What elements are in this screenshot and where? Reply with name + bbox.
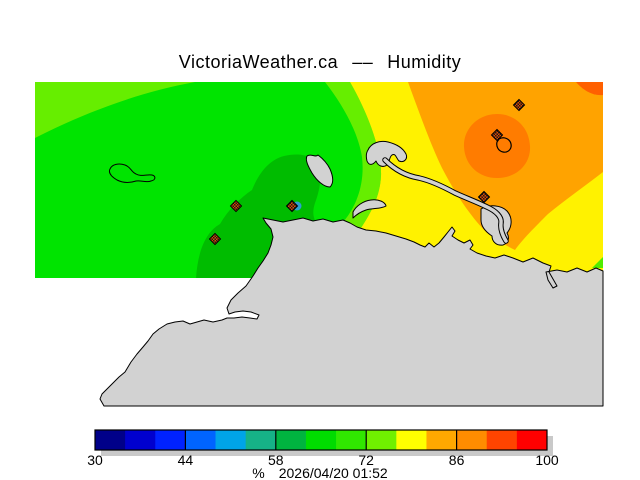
colorbar-ticks — [184, 430, 458, 450]
colorbar-segment — [456, 430, 488, 450]
page-title: VictoriaWeather.ca –– Humidity — [0, 52, 640, 73]
station-marker — [208, 232, 222, 246]
strait-water-body — [99, 217, 604, 407]
gorge-channel-water — [383, 158, 508, 243]
variable-name: Humidity — [387, 52, 462, 72]
timestamp: 2026/04/20 01:52 — [278, 465, 388, 480]
colorbar-border — [94, 429, 548, 451]
colorbar-segment — [245, 430, 277, 450]
colorbar-tick-label: 86 — [448, 452, 465, 468]
station-marker — [285, 199, 299, 213]
colorbar-segment — [305, 430, 337, 450]
colorbar-tick-label: 100 — [535, 452, 559, 468]
colorbar-segment — [486, 430, 518, 450]
colorbar-segment — [185, 430, 217, 450]
colorbar-tick-label: 58 — [268, 452, 284, 468]
colorbar-segment — [516, 430, 548, 450]
elk-lake-outline — [496, 137, 512, 153]
colorbar-segment — [155, 430, 186, 450]
esquimalt-harbour-arm — [305, 154, 334, 188]
colorbar-segment — [125, 430, 156, 450]
title-separator: –– — [352, 52, 374, 72]
colorbar-tick-label: 44 — [177, 452, 194, 468]
colorbar-tick-label: 72 — [358, 452, 374, 468]
contour-chartreuse-band — [325, 82, 382, 228]
colorbar-segment — [336, 430, 367, 450]
harbour-claw — [365, 140, 407, 167]
contour-green-sliver-southeast — [592, 257, 603, 268]
colorbar — [94, 429, 553, 456]
station-marker — [512, 98, 526, 112]
inlet-tongue — [352, 199, 387, 219]
colorbar-segment — [396, 430, 427, 450]
site-name: VictoriaWeather.ca — [178, 52, 339, 72]
unit-label: % — [252, 465, 265, 480]
colorbar-segments — [95, 430, 548, 450]
scale-caption: % 2026/04/20 01:52 — [0, 465, 640, 480]
colorbar-tick-label: 30 — [87, 452, 103, 468]
western-lake-outline — [109, 163, 156, 183]
colorbar-segment — [275, 430, 307, 450]
contour-dark-orange-corner — [576, 82, 603, 96]
colorbar-segment — [95, 430, 126, 450]
colorbar-segment — [215, 430, 247, 450]
station-markers — [208, 98, 526, 246]
colorbar-segment — [366, 430, 397, 450]
colorbar-segment — [426, 430, 458, 450]
station-marker — [477, 190, 491, 204]
station-marker — [490, 128, 504, 142]
station-marker — [229, 199, 243, 213]
contour-northwest-chartreuse — [35, 82, 195, 138]
